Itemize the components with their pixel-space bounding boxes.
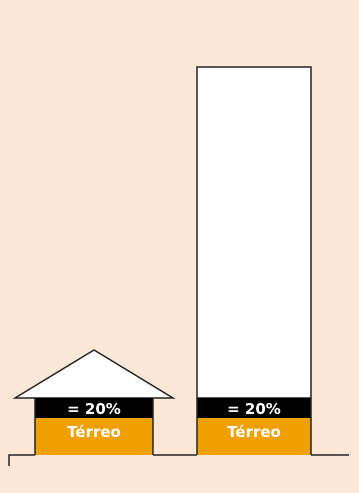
house-floor-label: Térreo (67, 423, 121, 441)
house-ground-floor (35, 418, 153, 455)
tower-floor-label: Térreo (227, 423, 281, 441)
house-percent-label: = 20% (67, 400, 121, 418)
house-percent-band (35, 398, 153, 418)
house-walls (34, 398, 154, 455)
tower-percent-label: = 20% (227, 400, 281, 418)
tower-percent-band (197, 398, 311, 418)
tower-walls (196, 398, 312, 455)
house-building: = 20% Térreo (12, 349, 176, 455)
tower-building: = 20% Térreo (196, 66, 312, 455)
tower-ground-floor (197, 418, 311, 455)
ground-line (8, 454, 349, 466)
house-roof (12, 349, 176, 399)
tower-upper-floors (196, 66, 312, 399)
